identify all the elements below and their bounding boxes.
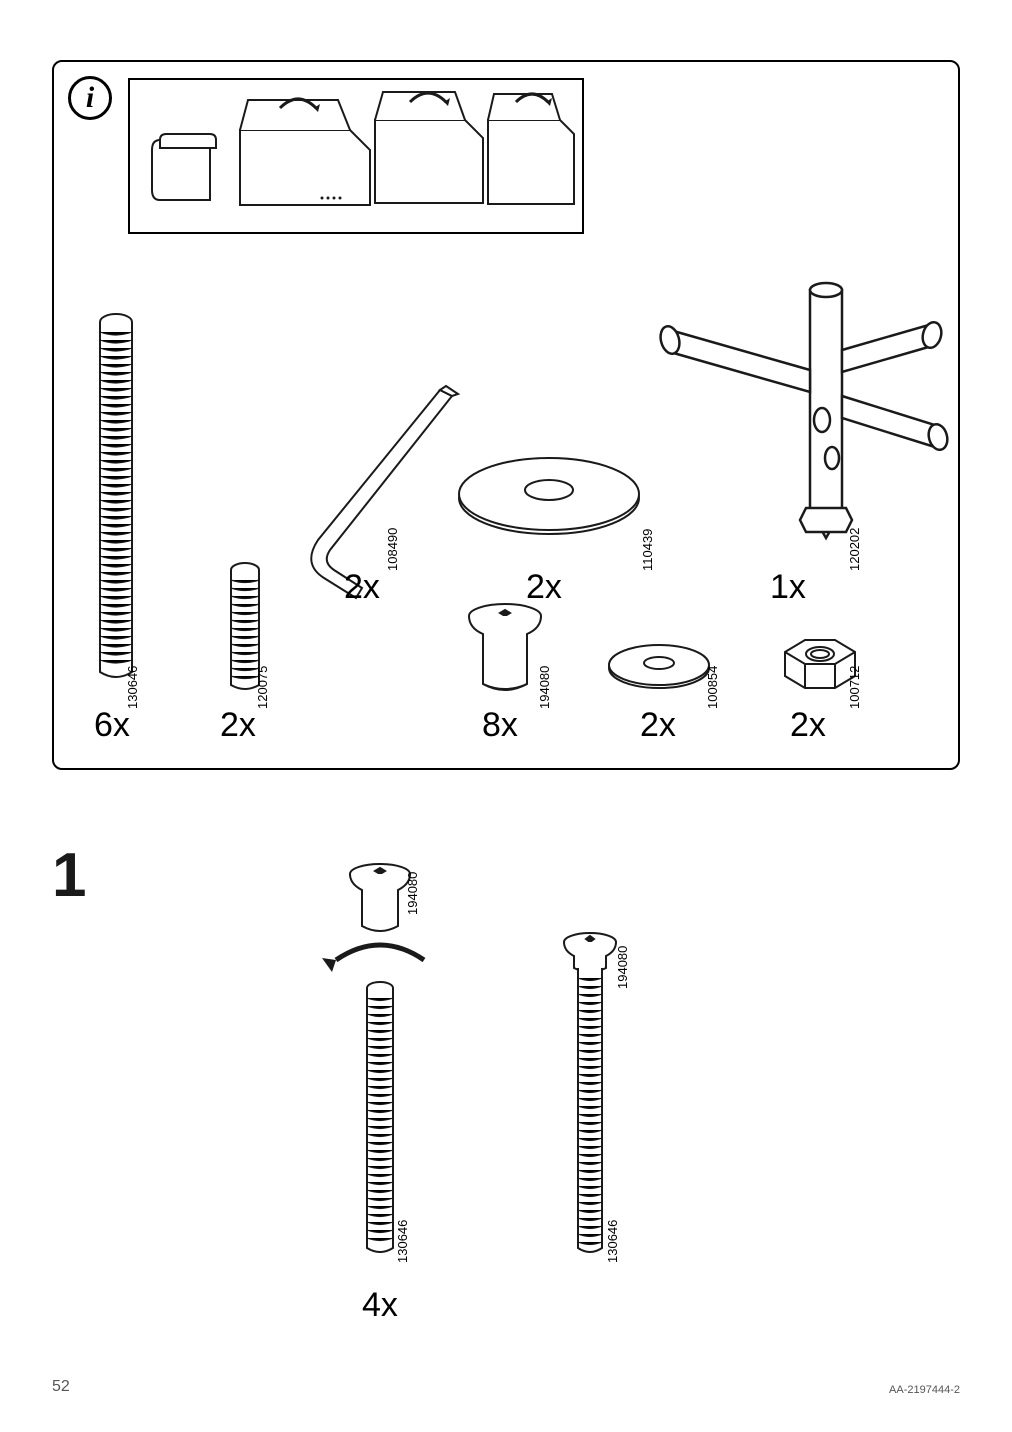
part-qty: 6x bbox=[94, 706, 130, 745]
part-code: 100712 bbox=[847, 666, 862, 709]
washer-large-110439 bbox=[454, 448, 644, 558]
step1-assembly-right bbox=[530, 930, 650, 1280]
part-code: 194080 bbox=[405, 872, 420, 915]
part-qty: 2x bbox=[790, 706, 826, 745]
product-overview-box bbox=[128, 78, 584, 234]
page-number: 52 bbox=[52, 1378, 70, 1396]
part-qty: 2x bbox=[220, 706, 256, 745]
part-code: 130646 bbox=[605, 1220, 620, 1263]
part-code: 120202 bbox=[847, 528, 862, 571]
step1-assembly-left bbox=[300, 860, 460, 1280]
part-code: 194080 bbox=[615, 946, 630, 989]
part-qty: 2x bbox=[640, 706, 676, 745]
part-qty: 8x bbox=[482, 706, 518, 745]
step1-qty: 4x bbox=[362, 1286, 398, 1325]
info-icon: i bbox=[68, 76, 112, 120]
sofa-overview-illustration bbox=[130, 80, 586, 236]
part-code: 100854 bbox=[705, 666, 720, 709]
bolt-long-130646 bbox=[86, 310, 146, 690]
part-code: 194080 bbox=[537, 666, 552, 709]
part-qty: 2x bbox=[344, 568, 380, 607]
allen-key-108490 bbox=[290, 380, 470, 580]
step-number: 1 bbox=[52, 840, 86, 911]
part-qty: 1x bbox=[770, 568, 806, 607]
info-icon-glyph: i bbox=[86, 81, 94, 115]
part-code: 130646 bbox=[395, 1220, 410, 1263]
document-code: AA-2197444-2 bbox=[889, 1384, 960, 1396]
part-code: 120075 bbox=[255, 666, 270, 709]
part-code: 130646 bbox=[125, 666, 140, 709]
cross-wrench-tool bbox=[610, 240, 950, 560]
part-code: 110439 bbox=[640, 529, 655, 571]
washer-small-100854 bbox=[604, 640, 714, 695]
part-code: 108490 bbox=[385, 528, 400, 571]
